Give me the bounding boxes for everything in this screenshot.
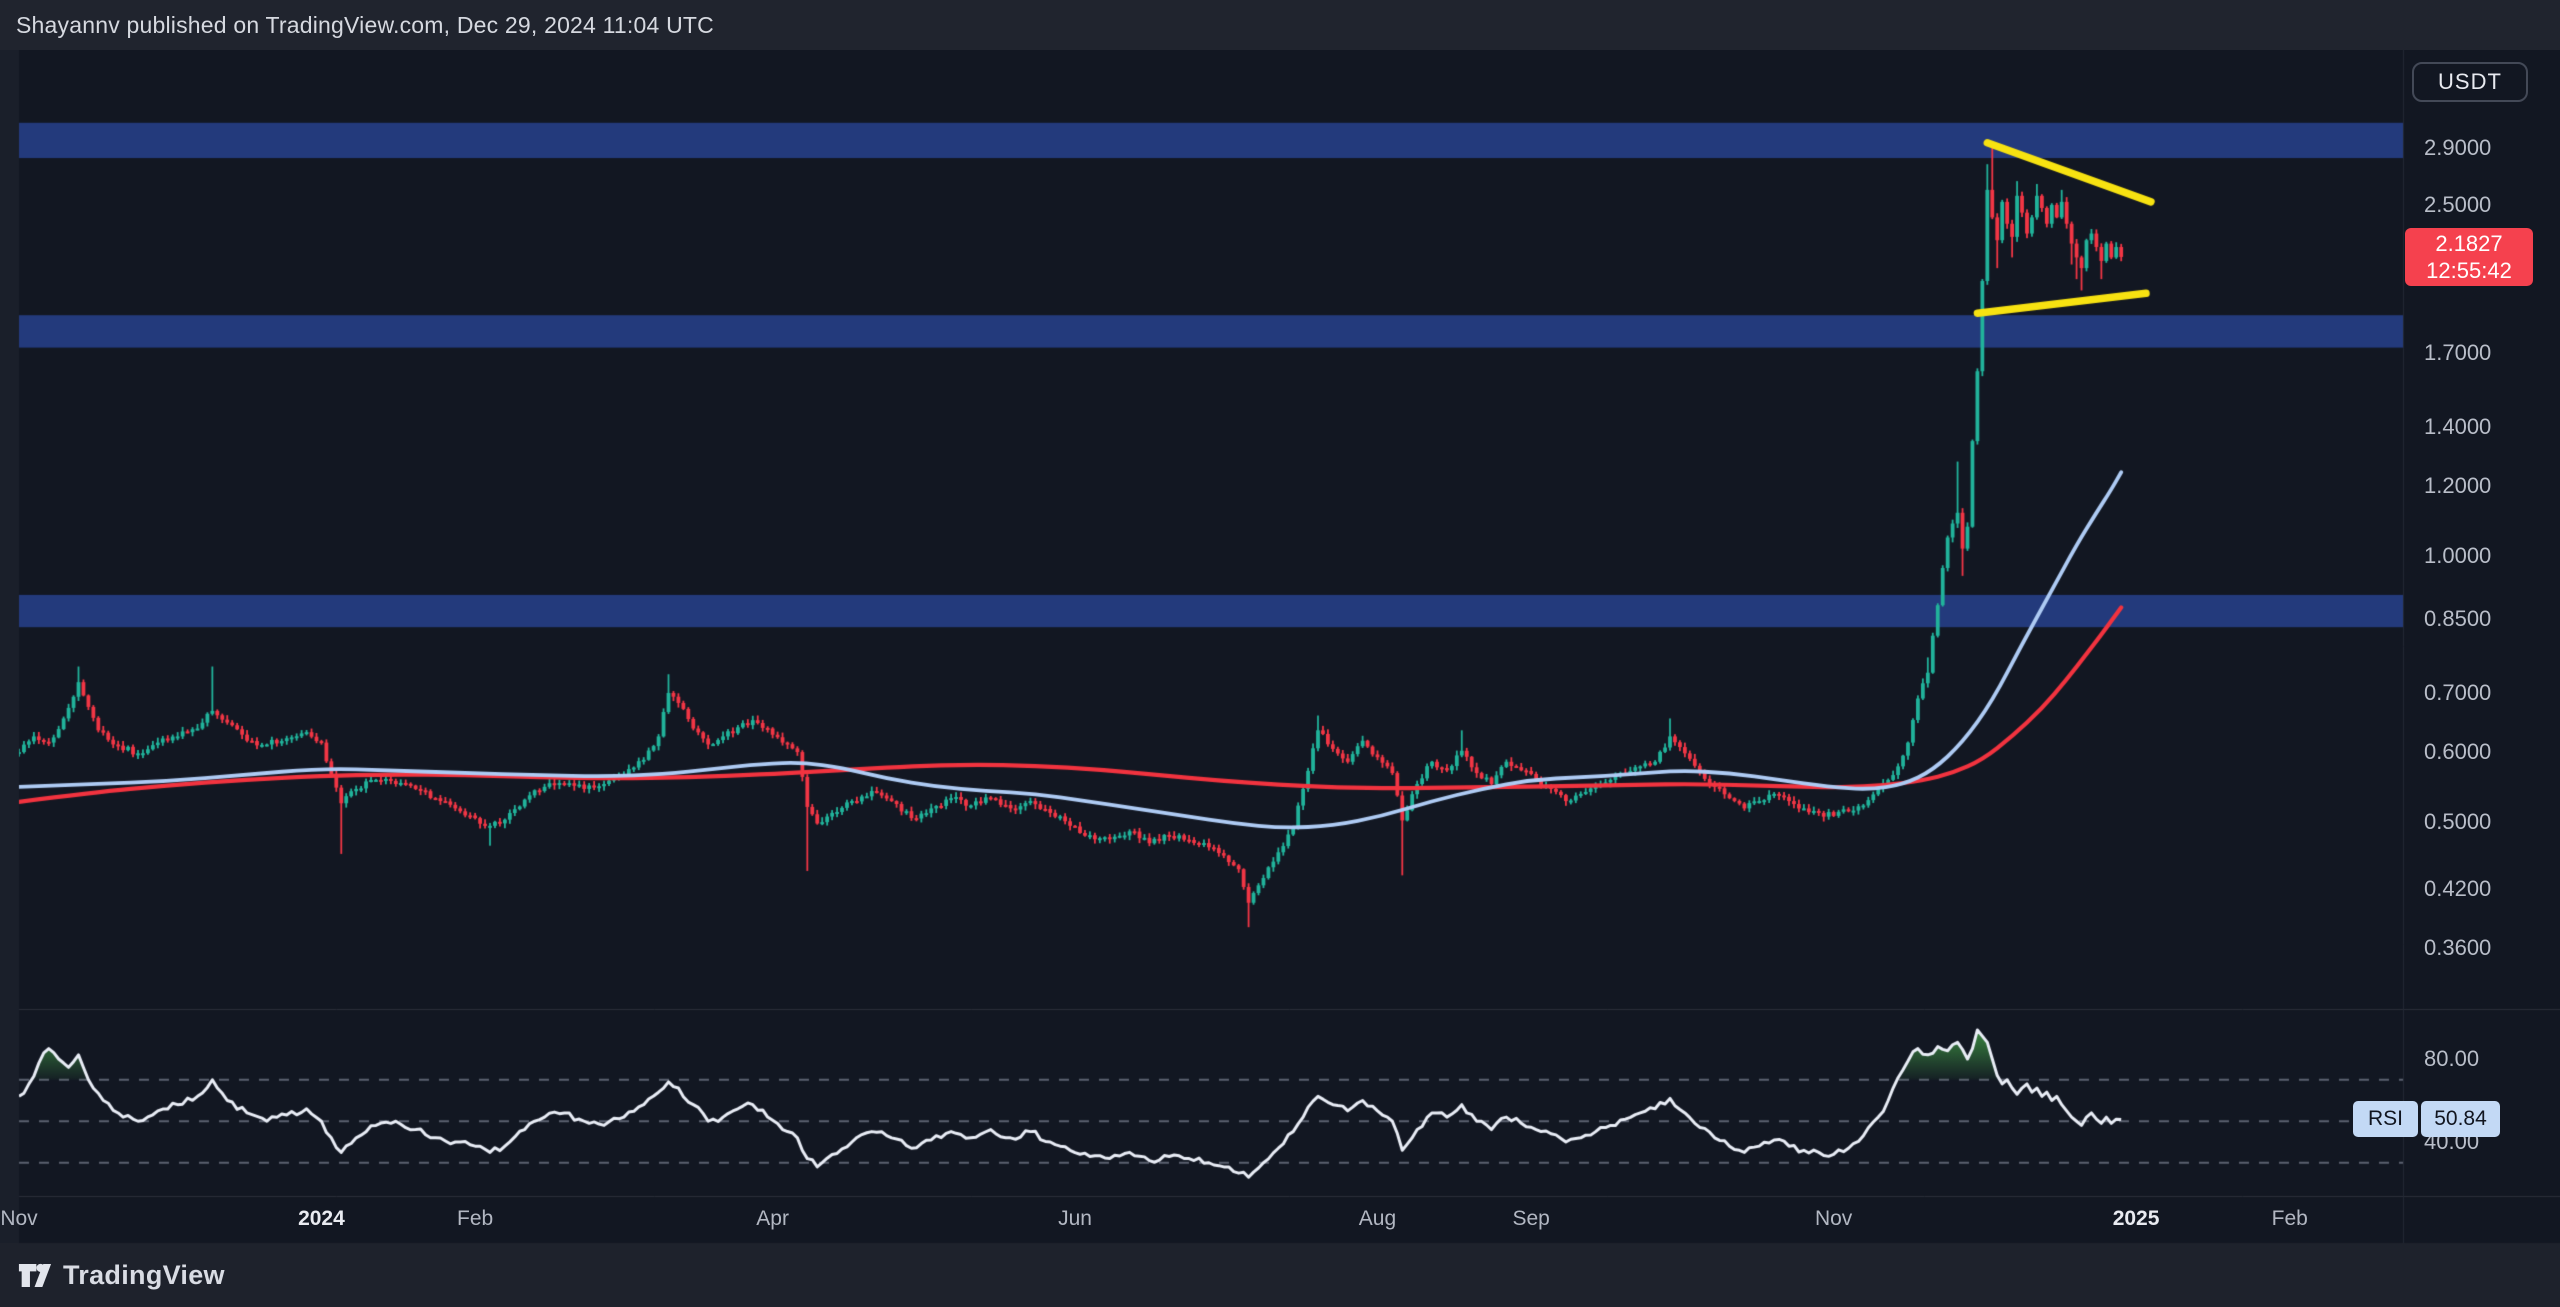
time-tick-label: Nov (0, 1207, 38, 1230)
tradingview-logo-icon[interactable] (18, 1261, 52, 1291)
time-tick-label: Feb (2271, 1207, 2308, 1230)
time-tick-label: Apr (756, 1207, 789, 1230)
last-price-label: 2.1827 12:55:42 (2405, 227, 2533, 286)
price-tick-label: 0.8500 (2424, 605, 2492, 631)
price-tick-label: 1.7000 (2424, 339, 2492, 365)
price-tick-label: 2.9000 (2424, 135, 2492, 160)
time-tick-label: Feb (457, 1207, 494, 1230)
candle-countdown: 12:55:42 (2426, 257, 2512, 283)
quote-currency-badge[interactable]: USDT (2412, 62, 2528, 102)
time-tick-label: 2025 (2112, 1207, 2160, 1230)
price-tick-label: 0.7000 (2424, 679, 2492, 705)
time-tick-label: Aug (1358, 1207, 1397, 1230)
publish-attribution-text: Shayannv published on TradingView.com, D… (16, 11, 714, 38)
time-tick-label: 2024 (298, 1207, 345, 1230)
last-price-value: 2.1827 (2435, 230, 2503, 256)
rsi-value-label: 50.84 (2421, 1101, 2500, 1137)
price-tick-label: 1.2000 (2424, 473, 2492, 499)
price-tick-label: 0.3600 (2424, 934, 2492, 960)
time-tick-label: Jun (1058, 1207, 1092, 1230)
price-tick-label: 0.4200 (2424, 875, 2492, 901)
time-tick-label: Nov (1814, 1207, 1853, 1230)
price-tick-label: 0.6000 (2424, 739, 2492, 765)
rsi-indicator-label: RSI (2353, 1101, 2418, 1137)
snapshot-footer: TradingView (0, 1244, 2560, 1307)
price-tick-label: 1.0000 (2424, 543, 2492, 569)
time-tick-label: Sep (1512, 1207, 1550, 1230)
snapshot-header: Shayannv published on TradingView.com, D… (0, 0, 2560, 50)
rsi-tick-label: 80.00 (2424, 1046, 2480, 1071)
price-tick-label: 0.5000 (2424, 808, 2492, 834)
time-scale[interactable] (19, 1196, 2403, 1244)
tradingview-brand-text[interactable]: TradingView (63, 1260, 225, 1290)
price-tick-label: 2.5000 (2424, 191, 2492, 217)
price-tick-label: 1.4000 (2424, 414, 2492, 440)
